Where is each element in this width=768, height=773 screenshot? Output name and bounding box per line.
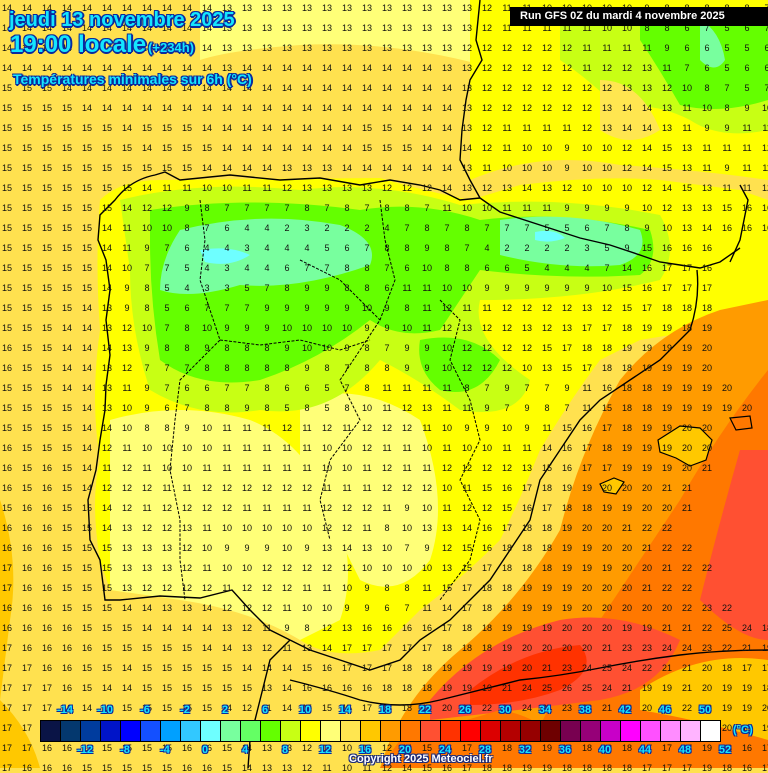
legend-tick-bottom: 8 [281, 744, 289, 756]
legend-tick-bottom: 48 [678, 744, 692, 756]
legend-tick-top: 26 [458, 704, 472, 716]
forecast-date: jeudi 13 novembre 2025 [9, 9, 235, 31]
legend-tick-top: 6 [261, 704, 269, 716]
legend-swatch [661, 721, 681, 741]
copyright-label: Copyright 2025 Meteociel.fr [349, 753, 493, 765]
legend-swatch [561, 721, 581, 741]
legend-tick-bottom: 28 [478, 744, 492, 756]
legend-tick-top: 22 [418, 704, 432, 716]
unit-label: (°C) [733, 724, 753, 736]
parameter-title: Températures minimales sur 6h (°C) [13, 71, 252, 87]
legend-swatch [61, 721, 81, 741]
legend-tick-bottom: -4 [160, 744, 170, 756]
legend-swatch [41, 721, 61, 741]
legend-swatch [201, 721, 221, 741]
legend-tick-bottom: 44 [638, 744, 652, 756]
legend-tick-bottom: 12 [318, 744, 332, 756]
legend-tick-top: 50 [698, 704, 712, 716]
legend-swatch [321, 721, 341, 741]
legend-tick-bottom: 40 [598, 744, 612, 756]
legend-swatch [601, 721, 621, 741]
legend-swatch [681, 721, 701, 741]
forecast-local-time: 19:00 locale [10, 31, 147, 58]
legend-swatch [181, 721, 201, 741]
legend-swatch [541, 721, 561, 741]
legend-swatch [421, 721, 441, 741]
legend-swatch [461, 721, 481, 741]
legend-tick-top: 38 [578, 704, 592, 716]
legend-swatch [361, 721, 381, 741]
legend-swatch [301, 721, 321, 741]
legend-tick-bottom: 16 [358, 744, 372, 756]
legend-swatch [161, 721, 181, 741]
legend-swatch [81, 721, 101, 741]
legend-swatch [521, 721, 541, 741]
legend-tick-top: 2 [221, 704, 229, 716]
legend-tick-top: 30 [498, 704, 512, 716]
legend-swatch [441, 721, 461, 741]
legend-swatch [241, 721, 261, 741]
forecast-offset: (+234h) [148, 40, 194, 55]
legend-swatch [121, 721, 141, 741]
legend-tick-bottom: 4 [241, 744, 249, 756]
legend-tick-top: -2 [180, 704, 190, 716]
legend-swatch [261, 721, 281, 741]
legend-swatch [481, 721, 501, 741]
legend-tick-top: 14 [338, 704, 352, 716]
legend-swatch [581, 721, 601, 741]
legend-swatch [381, 721, 401, 741]
legend-tick-top: 46 [658, 704, 672, 716]
legend-tick-top: -10 [97, 704, 113, 716]
legend-swatch [341, 721, 361, 741]
legend-tick-bottom: 32 [518, 744, 532, 756]
legend-swatch [621, 721, 641, 741]
legend-tick-bottom: 36 [558, 744, 572, 756]
legend-tick-top: 42 [618, 704, 632, 716]
run-info-label: Run GFS 0Z du mardi 4 novembre 2025 [510, 7, 768, 26]
legend-tick-bottom: -8 [120, 744, 130, 756]
legend-tick-top: 18 [378, 704, 392, 716]
legend-tick-bottom: -12 [77, 744, 93, 756]
legend-swatch [401, 721, 421, 741]
legend-swatch [221, 721, 241, 741]
legend-tick-top: 34 [538, 704, 552, 716]
legend-tick-bottom: 0 [201, 744, 209, 756]
legend-swatch [641, 721, 661, 741]
legend-tick-top: -14 [57, 704, 73, 716]
legend-swatch [141, 721, 161, 741]
legend-tick-top: 10 [298, 704, 312, 716]
legend-swatch [101, 721, 121, 741]
legend-tick-bottom: 20 [398, 744, 412, 756]
legend-swatch [701, 721, 720, 741]
color-scale-legend [40, 720, 721, 742]
legend-tick-top: -6 [140, 704, 150, 716]
legend-swatch [281, 721, 301, 741]
legend-tick-bottom: 52 [718, 744, 732, 756]
forecast-time: 19:00 locale (+234h) [10, 31, 194, 59]
legend-swatch [501, 721, 521, 741]
legend-tick-bottom: 24 [438, 744, 452, 756]
